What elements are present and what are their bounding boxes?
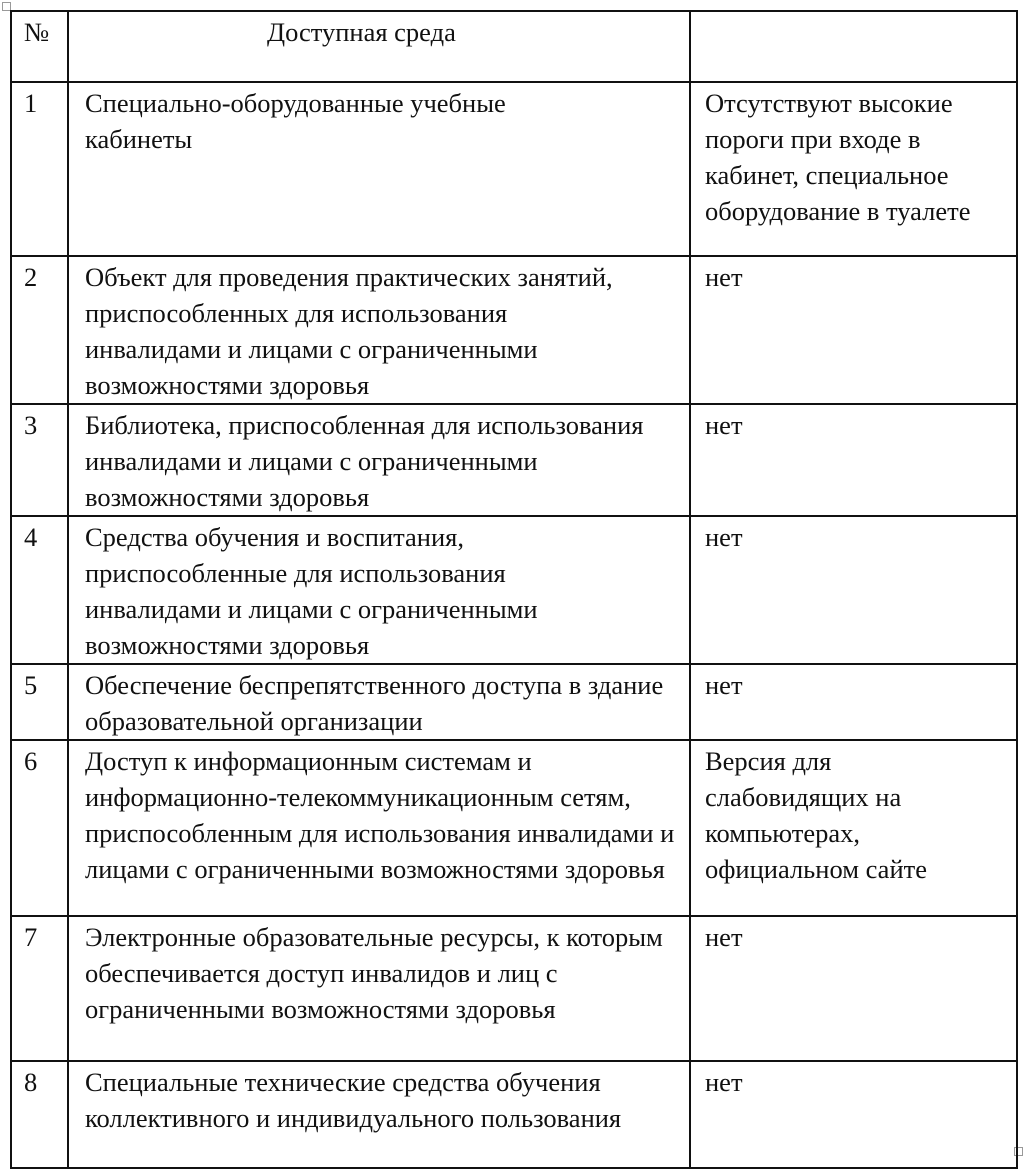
header-title: Доступная среда [267,17,456,47]
row-description: Специально-оборудованные учебные кабинет… [67,81,691,257]
row-description: Специальные технические средства обучени… [67,1060,691,1169]
row-value: нет [689,663,1018,741]
row-num: 8 [10,1060,69,1169]
accessible-environment-table: № Доступная среда 1 Специально-оборудова… [10,10,1018,1169]
table-row: 2 Объект для проведения практических зан… [10,255,1018,405]
table-move-handle[interactable] [2,2,11,11]
table-row: 6 Доступ к информационным системам и инф… [10,739,1018,917]
row-description: Обеспечение беспрепятственного доступа в… [67,663,691,741]
table-row: 5 Обеспечение беспрепятственного доступа… [10,663,1018,741]
row-value: Отсутствуют высокие пороги при входе в к… [689,81,1018,257]
row-num: 2 [10,255,69,405]
table-row: 4 Средства обучения и воспитания, приспо… [10,515,1018,665]
row-value: нет [689,255,1018,405]
row-description: Библиотека, приспособленная для использо… [67,403,691,517]
row-value: нет [689,515,1018,665]
row-num: 5 [10,663,69,741]
row-value: Версия для слабовидящих на компьютерах, … [689,739,1018,917]
row-num: 6 [10,739,69,917]
row-value: нет [689,915,1018,1062]
row-description: Доступ к информационным системам и инфор… [67,739,691,917]
row-num: 1 [10,81,69,257]
header-num: № [10,10,69,83]
row-num: 4 [10,515,69,665]
row-description: Средства обучения и воспитания, приспосо… [67,515,691,665]
table-header-row: № Доступная среда [10,10,1018,83]
table-row: 1 Специально-оборудованные учебные кабин… [10,81,1018,257]
row-value: нет [689,403,1018,517]
table-row: 3 Библиотека, приспособленная для исполь… [10,403,1018,517]
row-value: нет [689,1060,1018,1169]
row-num: 7 [10,915,69,1062]
header-value [689,10,1018,83]
row-num: 3 [10,403,69,517]
table-row: 7 Электронные образовательные ресурсы, к… [10,915,1018,1062]
table-row: 8 Специальные технические средства обуче… [10,1060,1018,1169]
row-description: Объект для проведения практических занят… [67,255,691,405]
row-description: Электронные образовательные ресурсы, к к… [67,915,691,1062]
